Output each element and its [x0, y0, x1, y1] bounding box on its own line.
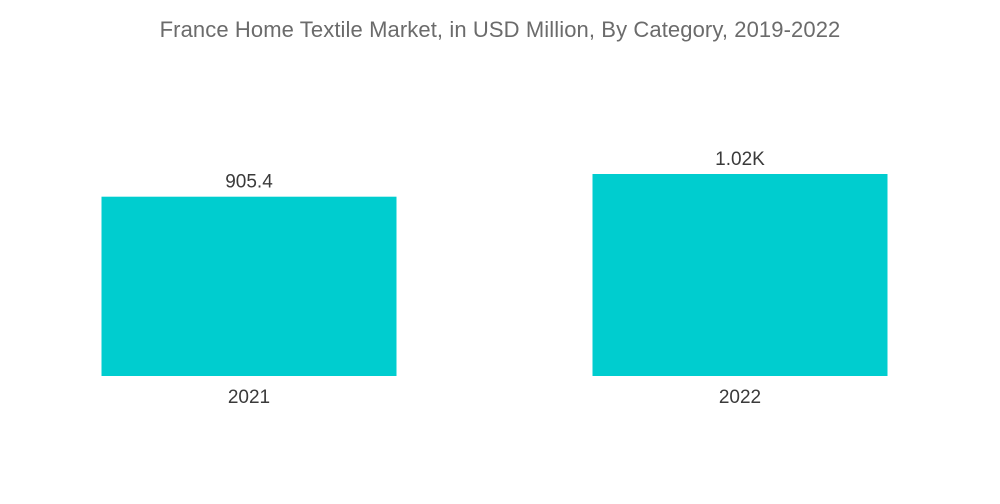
data-label-2022: 1.02K [715, 149, 765, 170]
bar-2022 [592, 174, 888, 376]
x-tick-label-2021: 2021 [228, 387, 270, 408]
chart-title: France Home Textile Market, in USD Milli… [159, 17, 841, 42]
bar-2021 [101, 196, 397, 376]
data-label-2021: 905.4 [225, 172, 273, 193]
x-tick-label-2022: 2022 [719, 387, 761, 408]
